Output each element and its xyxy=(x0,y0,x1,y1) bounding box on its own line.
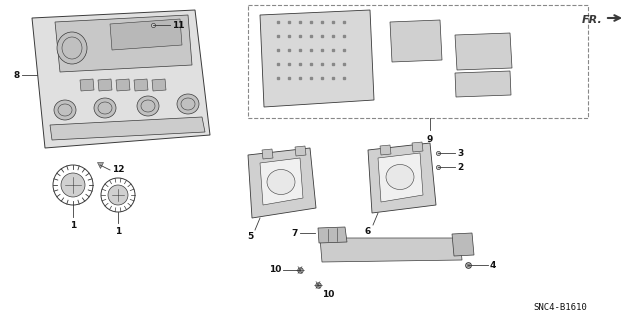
Ellipse shape xyxy=(267,169,295,195)
Ellipse shape xyxy=(57,32,87,64)
Polygon shape xyxy=(318,227,347,243)
Polygon shape xyxy=(368,143,436,213)
Polygon shape xyxy=(248,148,316,218)
Polygon shape xyxy=(110,19,182,50)
Text: 1: 1 xyxy=(115,227,121,236)
Text: 4: 4 xyxy=(490,261,497,270)
Polygon shape xyxy=(260,10,374,107)
Text: 2: 2 xyxy=(457,162,463,172)
Polygon shape xyxy=(134,79,148,91)
Ellipse shape xyxy=(386,165,414,189)
Polygon shape xyxy=(260,158,303,205)
Polygon shape xyxy=(455,33,512,70)
Text: 8: 8 xyxy=(13,70,20,79)
Text: 7: 7 xyxy=(292,228,298,238)
Polygon shape xyxy=(320,238,462,262)
Ellipse shape xyxy=(54,100,76,120)
Text: 6: 6 xyxy=(365,227,371,236)
Text: SNC4-B1610: SNC4-B1610 xyxy=(533,303,587,313)
Text: 1: 1 xyxy=(70,221,76,230)
Polygon shape xyxy=(116,79,130,91)
Polygon shape xyxy=(378,153,423,202)
Ellipse shape xyxy=(94,98,116,118)
Polygon shape xyxy=(152,79,166,91)
Polygon shape xyxy=(412,142,423,152)
Polygon shape xyxy=(80,79,94,91)
Polygon shape xyxy=(452,233,474,256)
Text: 10: 10 xyxy=(322,290,334,299)
Text: 3: 3 xyxy=(457,149,463,158)
Polygon shape xyxy=(262,149,273,159)
Text: 12: 12 xyxy=(112,166,125,174)
Text: 9: 9 xyxy=(427,135,433,144)
Polygon shape xyxy=(50,117,205,140)
Polygon shape xyxy=(98,79,112,91)
Text: 10: 10 xyxy=(269,265,281,275)
Ellipse shape xyxy=(177,94,199,114)
Text: 11: 11 xyxy=(172,20,184,29)
Text: FR.: FR. xyxy=(582,15,603,25)
Text: 5: 5 xyxy=(247,232,253,241)
Ellipse shape xyxy=(137,96,159,116)
Circle shape xyxy=(108,185,128,205)
Polygon shape xyxy=(32,10,210,148)
Polygon shape xyxy=(295,146,306,156)
Polygon shape xyxy=(455,71,511,97)
Polygon shape xyxy=(380,145,391,155)
Polygon shape xyxy=(55,15,192,72)
Circle shape xyxy=(61,173,85,197)
Polygon shape xyxy=(390,20,442,62)
Bar xyxy=(248,5,588,118)
